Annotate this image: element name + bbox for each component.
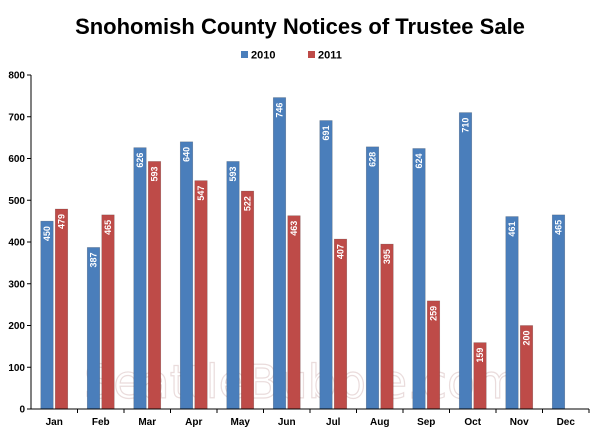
bar-2010-jan — [40, 220, 54, 410]
bar-2010-sep — [412, 148, 426, 410]
x-tick-label-jul: Jul — [326, 417, 341, 428]
bar-label-2011-nov: 200 — [522, 331, 532, 346]
bar-label-2010-dec: 465 — [554, 220, 564, 235]
bar-label-2010-jul: 691 — [321, 126, 331, 141]
x-tick-label-aug: Aug — [370, 417, 389, 428]
bar-label-2011-feb: 465 — [103, 220, 113, 235]
bar-2010-jul — [319, 120, 333, 410]
bar-label-2011-jun: 463 — [289, 221, 299, 236]
bar-2010-feb — [86, 247, 101, 410]
legend-label-2011: 2011 — [318, 50, 342, 62]
legend-swatch-2010 — [241, 51, 248, 58]
bar-2010-mar — [133, 147, 147, 410]
y-tick-label: 800 — [8, 71, 25, 82]
bar-2010-dec — [551, 214, 566, 410]
x-tick-label-mar: Mar — [138, 417, 156, 428]
bar-2011-feb — [101, 214, 115, 410]
bar-2010-may — [226, 161, 240, 410]
bar-2011-may — [240, 190, 255, 410]
x-tick-label-apr: Apr — [185, 417, 202, 428]
bar-label-2010-feb: 387 — [89, 252, 99, 267]
y-tick-label: 700 — [8, 112, 25, 123]
bar-label-2011-jul: 407 — [336, 244, 346, 259]
y-tick-label: 100 — [8, 363, 25, 374]
y-tick-label: 400 — [8, 238, 25, 249]
legend: 2010 2011 — [241, 50, 342, 62]
bar-label-2010-jan: 450 — [42, 226, 52, 241]
x-tick-label-feb: Feb — [92, 417, 110, 428]
x-tick-label-sep: Sep — [417, 417, 435, 428]
bar-label-2010-jun: 746 — [275, 103, 285, 118]
y-tick-label: 0 — [19, 405, 25, 416]
bar-label-2011-may: 522 — [243, 196, 253, 211]
bar-label-2010-oct: 710 — [461, 118, 471, 133]
bar-2010-nov — [505, 216, 519, 410]
bar-label-2010-mar: 626 — [135, 153, 145, 168]
bar-2011-jul — [333, 238, 348, 410]
bar-2011-jun — [287, 215, 301, 410]
bar-label-2011-oct: 159 — [475, 348, 485, 363]
bar-2010-oct — [458, 112, 473, 410]
bar-2011-mar — [147, 161, 162, 410]
bar-label-2010-nov: 461 — [507, 222, 517, 237]
legend-swatch-2011 — [308, 51, 315, 58]
x-tick-label-jun: Jun — [278, 417, 296, 428]
x-tick-label-jan: Jan — [46, 417, 63, 428]
y-tick-label: 500 — [8, 196, 25, 207]
x-tick-label-nov: Nov — [510, 417, 529, 428]
bar-label-2010-aug: 628 — [368, 152, 378, 167]
x-tick-label-dec: Dec — [557, 417, 576, 428]
bar-2010-apr — [179, 141, 194, 410]
bar-2010-aug — [365, 146, 380, 410]
bar-2011-jan — [54, 208, 69, 410]
bar-2010-jun — [272, 97, 287, 410]
x-axis: Jan Feb Mar Apr May Jun Jul Aug Sep Oct Nov Dec — [31, 408, 590, 428]
bar-label-2011-jan: 479 — [57, 214, 67, 229]
bar-label-2011-sep: 259 — [429, 306, 439, 321]
bar-label-2011-apr: 547 — [196, 186, 206, 201]
bar-label-2011-mar: 593 — [150, 166, 160, 181]
bar-2011-aug — [380, 243, 394, 410]
legend-label-2010: 2010 — [251, 50, 275, 62]
bar-label-2010-sep: 624 — [414, 153, 424, 168]
chart-title: Snohomish County Notices of Trustee Sale — [75, 14, 525, 39]
x-tick-label-may: May — [231, 417, 251, 428]
y-tick-label: 300 — [8, 279, 25, 290]
y-tick-label: 600 — [8, 154, 25, 165]
bar-label-2010-may: 593 — [228, 166, 238, 181]
y-axis: 0 100 200 300 400 500 600 700 800 — [8, 71, 32, 416]
y-tick-label: 200 — [8, 321, 25, 332]
x-tick-label-oct: Oct — [464, 417, 481, 428]
bar-2011-apr — [194, 180, 208, 410]
bar-label-2011-aug: 395 — [382, 249, 392, 264]
bars-group: 450 479 387 465 626 593 640 547 593 522 746 463 691 4… — [40, 97, 566, 410]
bar-label-2010-apr: 640 — [182, 147, 192, 162]
